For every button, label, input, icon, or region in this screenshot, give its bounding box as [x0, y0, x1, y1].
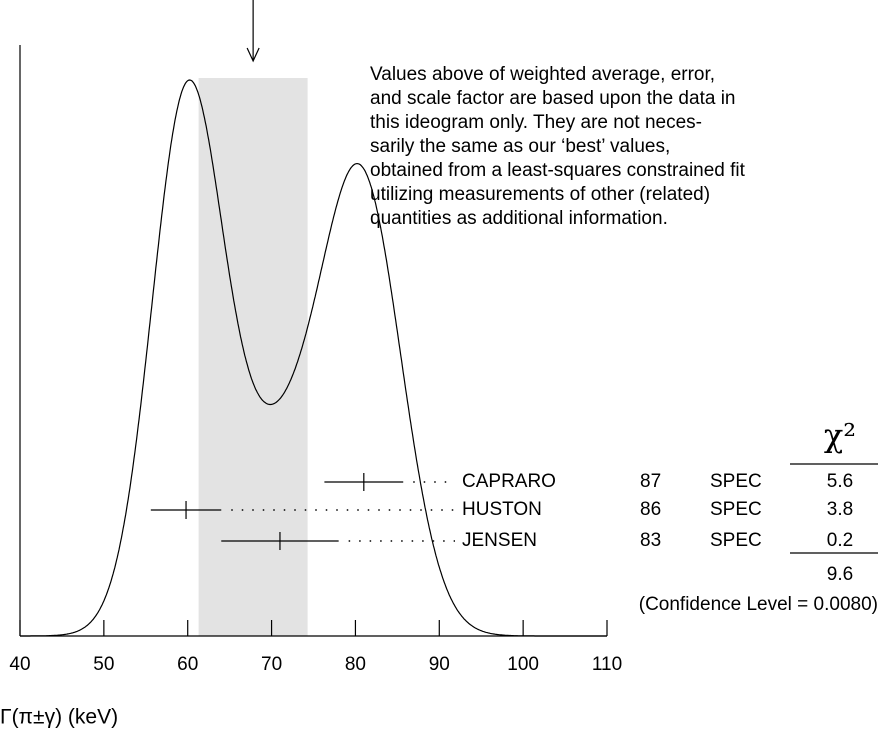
note-line: utilizing measurements of other (related…: [370, 184, 710, 205]
average-band: [198, 78, 308, 636]
note-line: obtained from a least-squares constraine…: [370, 160, 746, 181]
x-tick-label: 70: [261, 654, 282, 675]
measurement-technique: SPEC: [710, 499, 762, 520]
measurement-name: HUSTON: [462, 499, 542, 520]
x-tick-label: 110: [592, 654, 622, 675]
chi2-total: 9.6: [827, 564, 853, 585]
ideogram-curve: [20, 79, 607, 637]
arrow-head: [246, 47, 260, 63]
x-tick-label: 80: [345, 654, 366, 675]
note-line: quantities as additional information.: [370, 208, 668, 229]
measurement-technique: SPEC: [710, 530, 762, 551]
x-tick-label: 50: [93, 654, 114, 675]
note-line: this ideogram only. They are not neces-: [370, 112, 702, 133]
x-tick-label: 40: [9, 654, 30, 675]
measurement-technique: SPEC: [710, 471, 762, 492]
measurement-year: 86: [640, 499, 661, 520]
note-line: Values above of weighted average, error,: [370, 64, 715, 85]
confidence-level: (Confidence Level = 0.0080): [639, 594, 878, 615]
x-tick-label: 90: [429, 654, 450, 675]
measurement-year: 83: [640, 530, 661, 551]
chi2-header: χ²: [824, 417, 856, 455]
chi2-value: 5.6: [827, 471, 853, 492]
measurement-name: JENSEN: [462, 530, 537, 551]
chi2-value: 3.8: [827, 499, 853, 520]
x-tick-label: 100: [507, 654, 539, 675]
measurement-name: CAPRARO: [462, 471, 556, 492]
measurement-year: 87: [640, 471, 661, 492]
x-tick-label: 60: [177, 654, 198, 675]
x-axis-label: Γ(π±γ) (keV): [0, 706, 118, 729]
chi2-value: 0.2: [827, 530, 853, 551]
note-line: and scale factor are based upon the data…: [370, 88, 735, 109]
note-line: sarily the same as our ‘best’ values,: [370, 136, 670, 157]
